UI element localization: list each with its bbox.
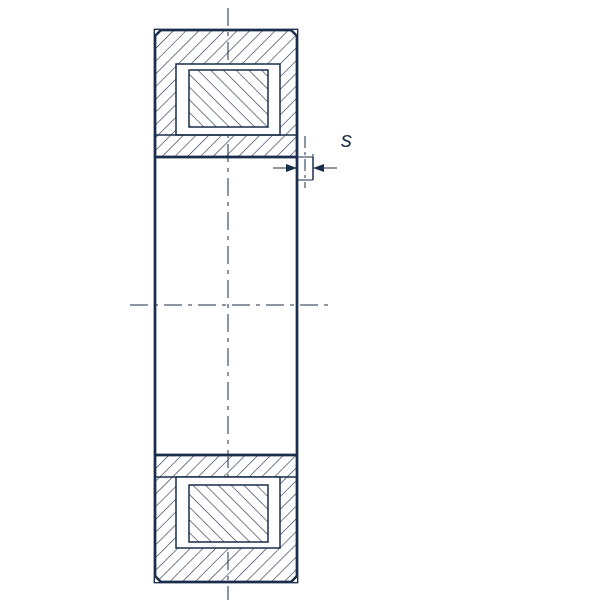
roller-top	[189, 70, 268, 127]
hatch-bottom-outer	[155, 548, 297, 582]
hatch-bottom-right	[280, 477, 297, 548]
bearing-cross-section: s	[0, 0, 600, 600]
arrow-left	[286, 164, 297, 172]
hatch-bottom-left	[155, 477, 176, 548]
hatch-top-band	[155, 135, 297, 157]
hatch-top-right	[280, 64, 297, 135]
hatch-bottom-band	[155, 455, 297, 477]
hatch-top-outer	[155, 30, 297, 64]
hatch-top-left	[155, 64, 176, 135]
dimension-label-s: s	[341, 127, 352, 152]
arrow-right	[313, 164, 324, 172]
roller-bottom	[189, 485, 268, 542]
